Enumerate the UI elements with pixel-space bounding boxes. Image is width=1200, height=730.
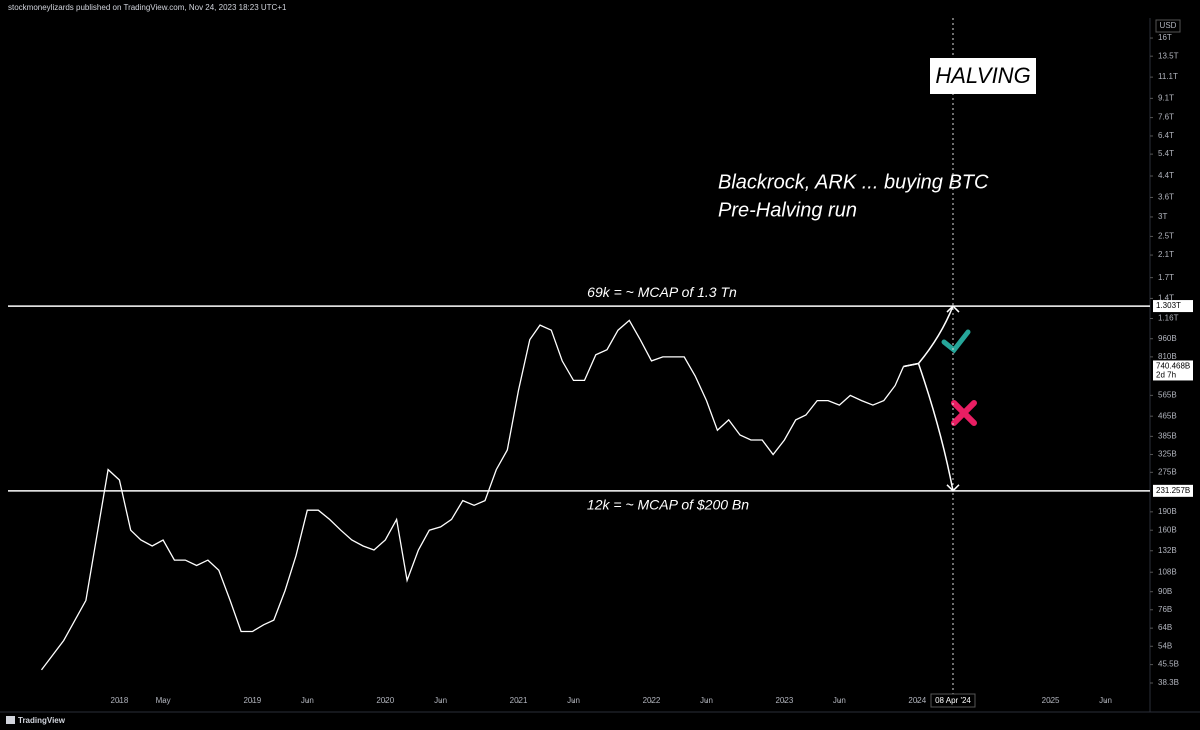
price-line (40, 319, 905, 671)
x-tick-label: Jun (833, 696, 846, 705)
annotation: Blackrock, ARK ... buying BTC (718, 171, 989, 193)
y-tick-label: 64B (1158, 623, 1172, 632)
x-tick-label: 2022 (643, 696, 661, 705)
y-tick-label: 38.3B (1158, 678, 1179, 687)
x-tick-label: Jun (1099, 696, 1112, 705)
arrow-head (946, 484, 960, 492)
x-tick-label: Jun (301, 696, 314, 705)
y-tick-label: 465B (1158, 411, 1177, 420)
last-price-label: 740.468B (1156, 362, 1190, 371)
currency-box (1155, 19, 1181, 33)
level-label: 231.257B (1156, 486, 1190, 495)
y-tick-label: 5.4T (1158, 149, 1174, 158)
y-tick-label: 1.7T (1158, 273, 1174, 282)
y-tick-label: 275B (1158, 467, 1177, 476)
y-tick-label: 4.4T (1158, 171, 1174, 180)
x-tick-label: Jun (700, 696, 713, 705)
y-tick-label: 960B (1158, 334, 1177, 343)
x-tick-label: 2024 (908, 696, 926, 705)
check-mark (941, 329, 971, 354)
x-tick-label: 2023 (775, 696, 793, 705)
y-tick-label: 3.6T (1158, 193, 1174, 202)
footer-logo: TradingView (18, 716, 66, 725)
annotation: Pre-Halving run (718, 199, 857, 221)
y-tick-label: 11.1T (1158, 72, 1178, 81)
halving-text: HALVING (935, 63, 1030, 88)
level-label: 1.303T (1156, 301, 1181, 310)
y-tick-label: 3T (1158, 212, 1167, 221)
y-tick-label: 13.5T (1158, 51, 1179, 60)
level-label-box (1153, 300, 1193, 313)
y-tick-label: 108B (1158, 567, 1177, 576)
y-tick-label: 810B (1158, 352, 1177, 361)
x-tick-label: Jun (434, 696, 447, 705)
x-tick-label: May (156, 696, 171, 705)
y-tick-label: 1.4T (1158, 294, 1174, 303)
projection-arrow (903, 362, 954, 491)
cross-mark (951, 400, 977, 426)
halving-date-box (930, 693, 976, 708)
halving-date: 08 Apr '24 (935, 696, 971, 705)
countdown: 2d 7h (1156, 371, 1176, 380)
y-tick-label: 7.6T (1158, 113, 1174, 122)
logo-icon (6, 716, 15, 724)
x-tick-label: 2025 (1042, 696, 1060, 705)
y-tick-label: 16T (1158, 33, 1172, 42)
header: stockmoneylizards published on TradingVi… (8, 3, 287, 12)
y-tick-label: 2.5T (1158, 232, 1174, 241)
y-tick-label: 325B (1158, 450, 1177, 459)
halving-label-box (930, 58, 1036, 94)
y-tick-label: 565B (1158, 390, 1177, 399)
y-tick-label: 6.4T (1158, 131, 1174, 140)
x-tick-label: Jun (567, 696, 580, 705)
y-tick-label: 45.5B (1158, 660, 1179, 669)
level-label-box (1153, 484, 1193, 497)
y-tick-label: 1.16T (1158, 314, 1179, 323)
y-tick-label: 132B (1158, 546, 1177, 555)
x-tick-label: 2019 (243, 696, 261, 705)
arrow-head (946, 305, 960, 313)
level-note: 12k = ~ MCAP of $200 Bn (587, 497, 749, 513)
x-tick-label: 2018 (111, 696, 129, 705)
y-tick-label: 9.1T (1158, 93, 1174, 102)
y-tick-label: 76B (1158, 605, 1172, 614)
x-tick-label: 2020 (376, 696, 394, 705)
y-tick-label: 90B (1158, 587, 1172, 596)
y-tick-label: 54B (1158, 641, 1172, 650)
level-note: 69k = ~ MCAP of 1.3 Tn (587, 284, 737, 300)
y-tick-label: 385B (1158, 431, 1177, 440)
y-tick-label: 2.1T (1158, 250, 1174, 259)
y-tick-label: 160B (1158, 525, 1177, 534)
currency: USD (1160, 21, 1177, 30)
last-price-box (1153, 360, 1193, 381)
x-tick-label: 2021 (510, 696, 528, 705)
y-tick-label: 190B (1158, 507, 1177, 516)
